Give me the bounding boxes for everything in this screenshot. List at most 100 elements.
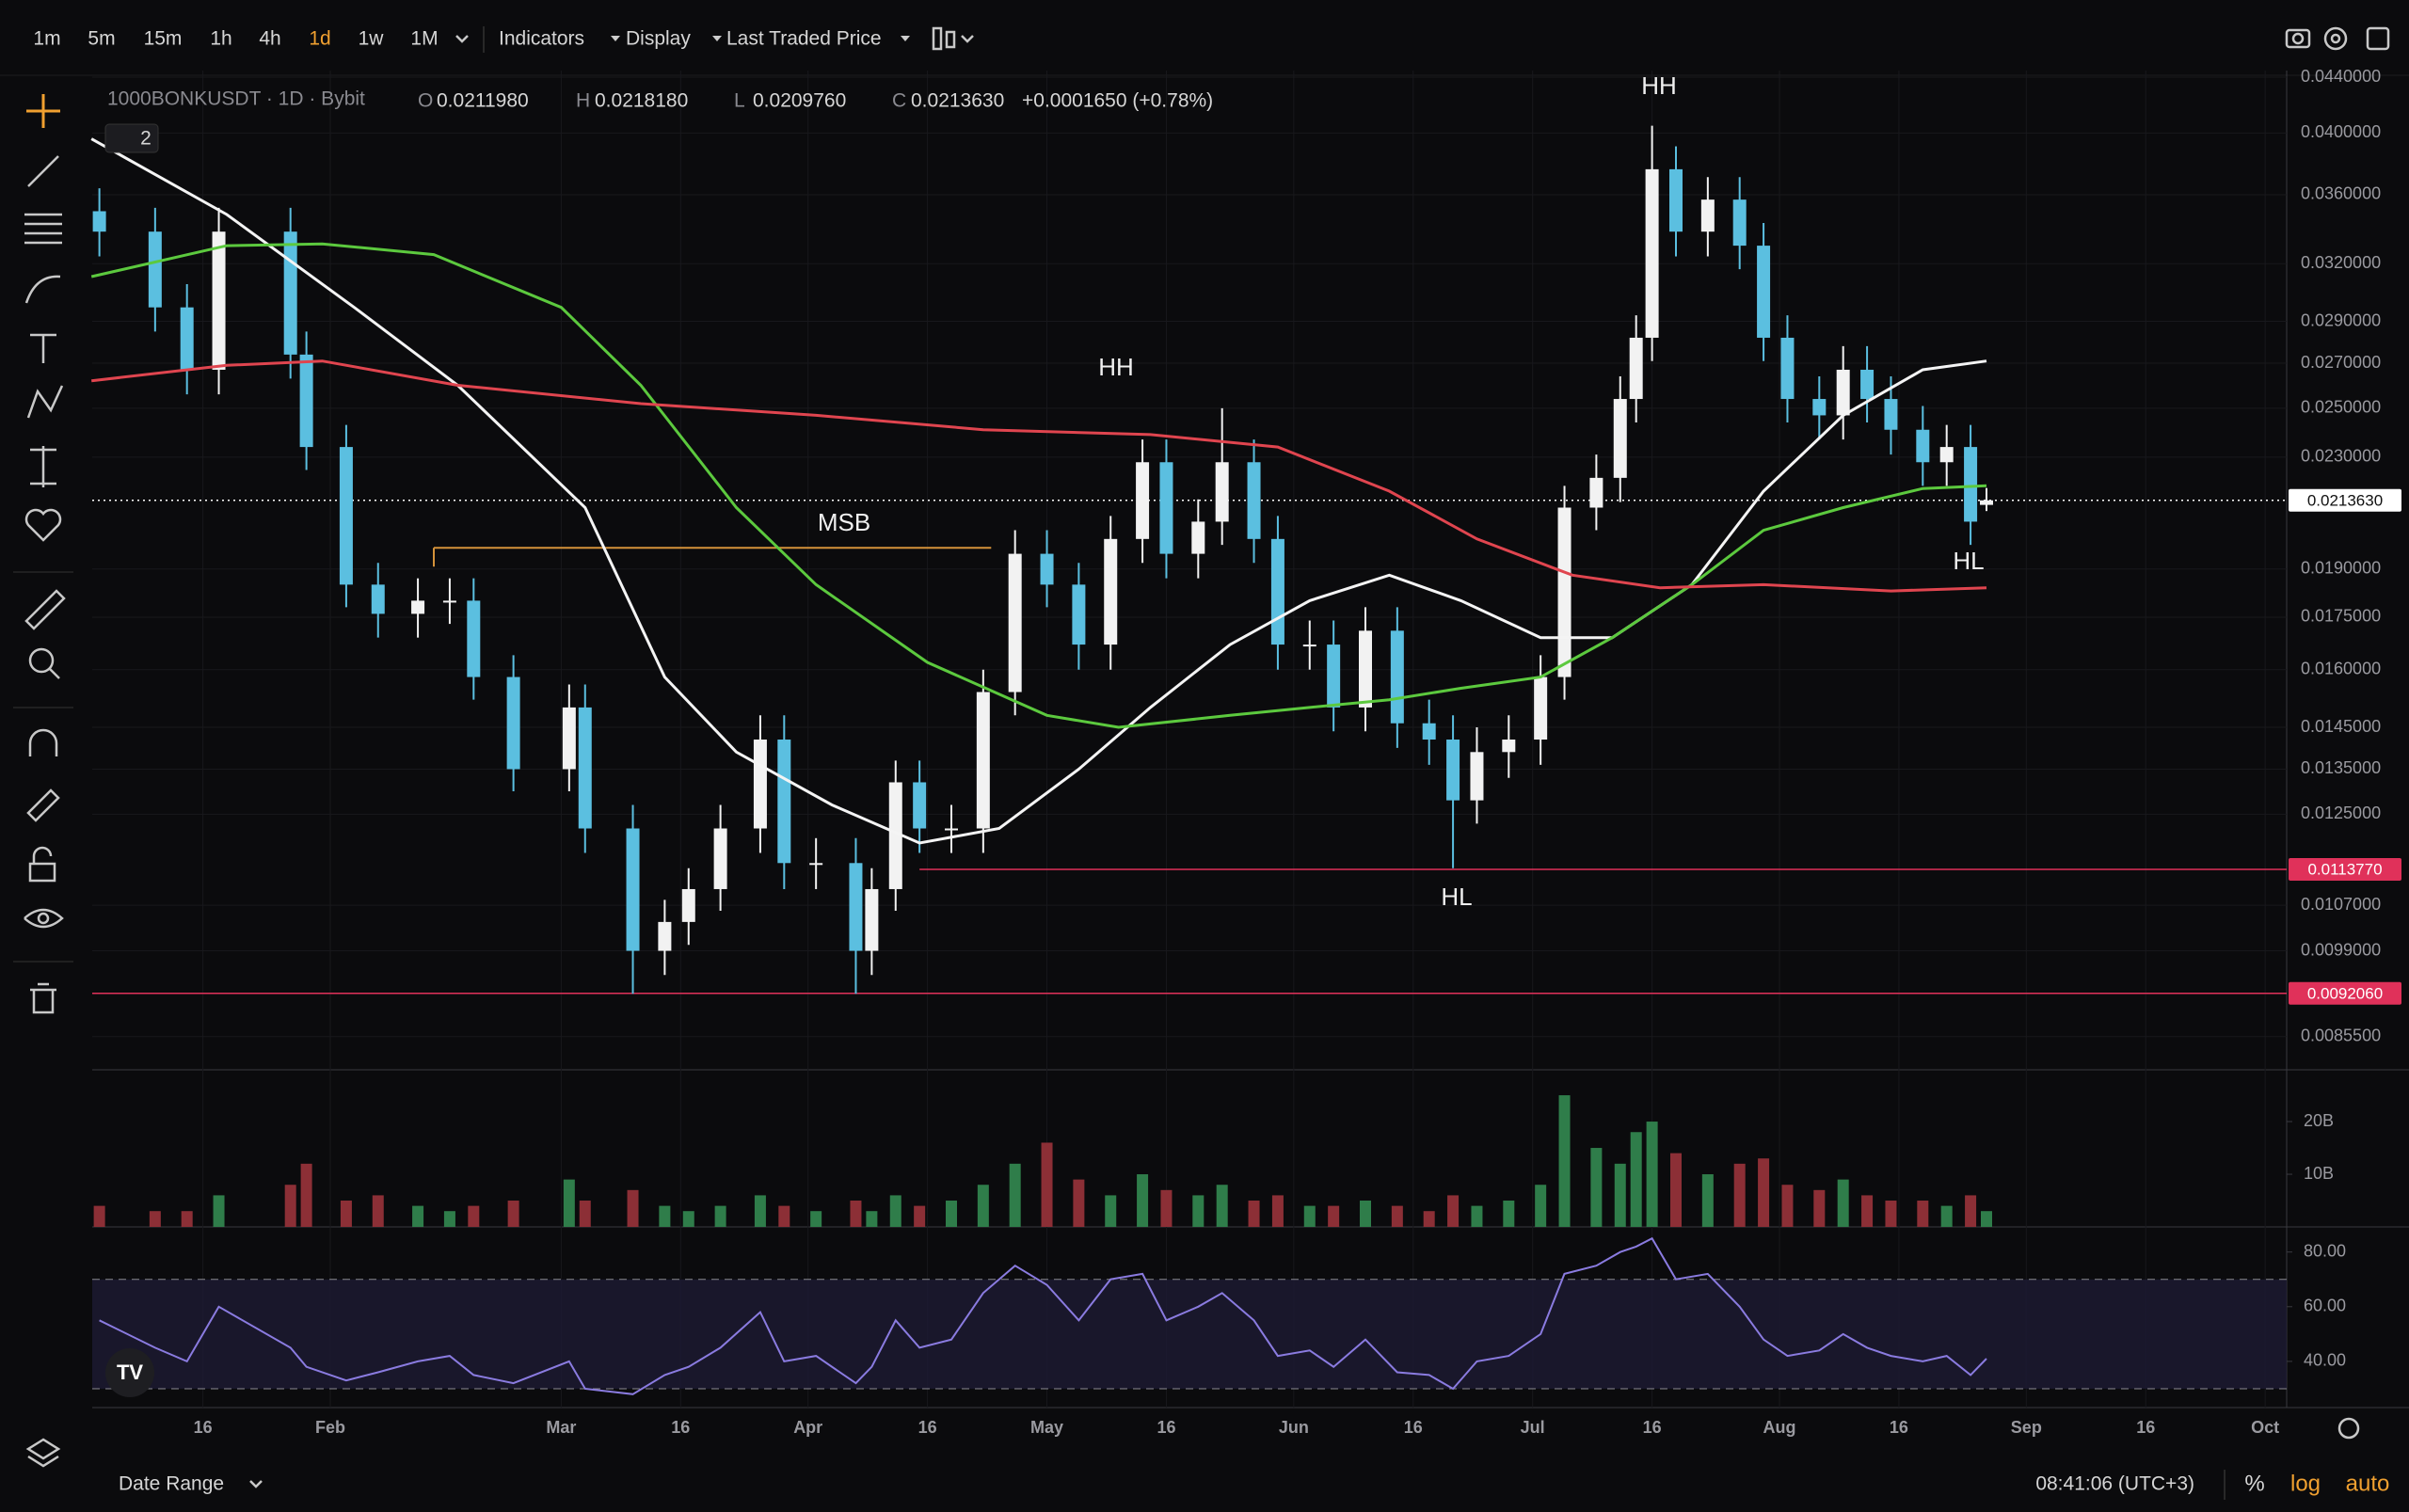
chart-type-button[interactable] (932, 26, 974, 51)
y-tick-label: 0.0135000 (2301, 758, 2381, 777)
candle-body (1215, 462, 1229, 522)
y-tick-label: 0.0320000 (2301, 253, 2381, 272)
axis-settings[interactable] (2337, 1417, 2360, 1440)
measure-tool[interactable] (30, 446, 56, 487)
volume-bar (946, 1201, 957, 1227)
candle-body (1980, 500, 1993, 505)
candle-body (1645, 168, 1659, 338)
interval-button[interactable]: 1w (359, 28, 385, 50)
volume-bar (714, 1205, 726, 1227)
ohlc-key: C (892, 90, 906, 112)
volume-bar (181, 1211, 193, 1227)
volume-bar (1670, 1153, 1682, 1227)
candle-body (442, 600, 456, 603)
interval-button[interactable]: 1M (410, 28, 438, 50)
menu-arrow[interactable] (712, 36, 722, 41)
menu-button[interactable]: Last Traded Price (726, 28, 882, 50)
interval-button[interactable]: 1m (33, 28, 60, 50)
x-tick-label: Oct (2251, 1418, 2279, 1437)
ohlc-key: H (576, 90, 590, 112)
line-tool[interactable] (27, 155, 59, 187)
menu-button[interactable]: Indicators (499, 28, 584, 50)
candle-body (1732, 199, 1747, 247)
x-tick-label: 16 (2136, 1418, 2155, 1437)
volume-bar (1701, 1174, 1714, 1227)
y-tick-label: 0.0230000 (2301, 447, 2381, 466)
pattern-tool[interactable] (26, 385, 64, 419)
interval-button[interactable]: 1h (210, 28, 231, 50)
visibility-tool[interactable] (24, 908, 64, 929)
rsi-band (92, 1279, 2287, 1389)
volume-bar (468, 1205, 480, 1227)
indicator-count[interactable]: 2 (140, 128, 152, 150)
interval-menu-arrow[interactable] (455, 35, 469, 43)
menu-arrow[interactable] (901, 36, 910, 41)
text-tool[interactable] (30, 333, 56, 363)
fullscreen-button[interactable] (2366, 26, 2390, 51)
y-tick-label: 0.0440000 (2301, 67, 2381, 86)
ruler-tool[interactable] (24, 589, 66, 630)
volume-bar (1630, 1132, 1642, 1227)
x-tick-label: Sep (2011, 1418, 2042, 1437)
candle-body (976, 692, 990, 829)
volume-bar (372, 1195, 384, 1227)
volume-bar (412, 1205, 424, 1227)
menu-arrow[interactable] (611, 36, 620, 41)
indicator-toggle[interactable] (104, 123, 159, 153)
candle-body (1104, 538, 1118, 645)
settings-button[interactable] (2323, 26, 2348, 51)
interval-button[interactable]: 4h (259, 28, 280, 50)
auto-toggle[interactable]: auto (2346, 1471, 2390, 1496)
moving-average (90, 137, 1987, 845)
y-tick-label: 0.0125000 (2301, 804, 2381, 822)
interval-button[interactable]: 1d (309, 28, 330, 50)
volume-bar (627, 1189, 639, 1227)
ohlc-value: 0.0218180 (595, 90, 688, 112)
volume-tick-label: 10B (2304, 1164, 2334, 1183)
lock-tool[interactable] (28, 846, 56, 883)
rsi-line (99, 1236, 1987, 1395)
delete-tool[interactable] (30, 982, 56, 1014)
volume-bar (149, 1211, 161, 1227)
magnet-tool[interactable] (28, 728, 58, 756)
volume-bar (1837, 1179, 1849, 1227)
candle-body (1040, 553, 1054, 585)
interval-button[interactable]: 15m (144, 28, 183, 50)
candle-body (148, 231, 162, 308)
volume-bar (284, 1185, 296, 1227)
volume-bar (1192, 1195, 1204, 1227)
annotation: HH (1641, 72, 1677, 100)
y-tick-label: 0.0270000 (2301, 353, 2381, 372)
volume-bar (443, 1211, 455, 1227)
favorite-tool[interactable] (24, 508, 62, 542)
date-range-button[interactable]: Date Range (119, 1473, 263, 1495)
volume-bar (1303, 1205, 1316, 1227)
percent-toggle[interactable]: % (2244, 1471, 2264, 1496)
candle-body (1327, 645, 1341, 708)
crosshair-tool[interactable] (26, 94, 60, 128)
volume-bar (1590, 1148, 1603, 1227)
x-tick-label: Aug (1763, 1418, 1796, 1437)
date-range[interactable]: Date Range (119, 1473, 224, 1495)
candle-body (1780, 337, 1795, 400)
interval-button[interactable]: 5m (88, 28, 115, 50)
menu-button[interactable]: Display (626, 28, 691, 50)
volume-bar (866, 1211, 878, 1227)
screenshot-button[interactable] (2285, 28, 2311, 49)
zoom-tool[interactable] (28, 647, 60, 679)
volume-bar (1160, 1189, 1173, 1227)
layers-button[interactable] (25, 1438, 61, 1468)
x-tick-label: 16 (1890, 1418, 1908, 1437)
volume-bar (507, 1201, 519, 1227)
fib-tool[interactable] (24, 213, 62, 245)
lock-drawing-tool[interactable] (26, 788, 60, 822)
log-toggle[interactable]: log (2290, 1471, 2321, 1496)
volume-bar (1614, 1163, 1626, 1227)
ohlc-value: 0.0211980 (437, 90, 529, 112)
volume-bar (682, 1211, 694, 1227)
volume-bar (850, 1201, 862, 1227)
candle-body (562, 707, 576, 770)
brush-tool[interactable] (24, 275, 61, 304)
